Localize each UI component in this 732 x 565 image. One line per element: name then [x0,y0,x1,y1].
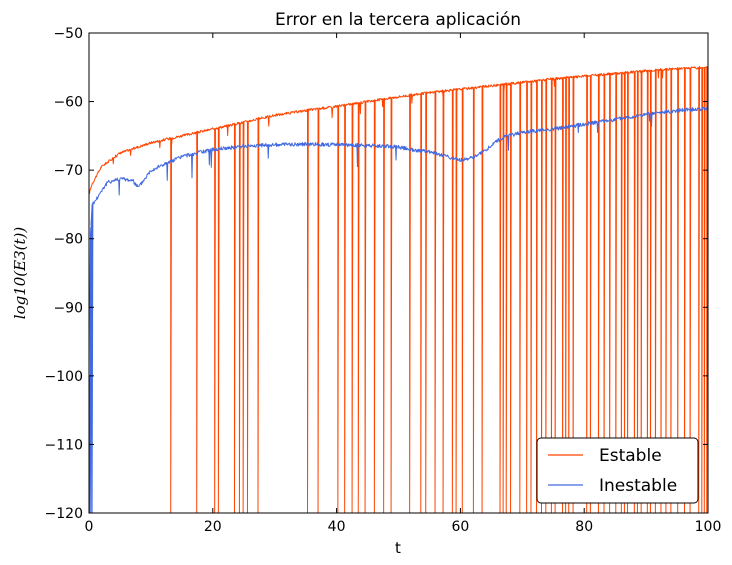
series-layer [88,65,709,514]
y-tick-label: −60 [53,95,83,111]
x-tick-label: 60 [451,519,469,535]
legend-frame [536,437,699,504]
y-tick-label: −100 [45,369,83,385]
legend-label-estable: Estable [599,446,662,466]
series-line-estable [88,65,709,514]
tick-layer: 0 20 40 60 80 100 −50 −60 −70 −80 −90 −100 −110 −120 [45,26,722,535]
x-tick-label: 0 [85,519,94,535]
x-tick-label: 100 [695,519,722,535]
y-tick-label: −70 [53,163,83,179]
y-tick-label: −120 [45,506,83,522]
x-tick-label: 20 [204,519,222,535]
plot-frame [88,32,709,514]
legend-label-inestable: Inestable [599,476,677,496]
x-axis-label: t [395,539,401,557]
x-tick-label: 40 [328,519,346,535]
y-tick-label: −50 [53,26,83,42]
y-tick-label: −110 [45,437,83,453]
y-axis-label: log10(E3(t)) [11,227,29,320]
x-tick-label: 80 [575,519,593,535]
legend: Estable Inestable [536,437,699,504]
plot-area: 0 20 40 60 80 100 −50 −60 −70 −80 −90 −100 −110 −120 [45,26,722,535]
chart-title: Error en la tercera aplicación [275,10,521,30]
y-tick-label: −80 [53,232,83,248]
y-tick-label: −90 [53,300,83,316]
series-line-inestable [88,106,709,514]
